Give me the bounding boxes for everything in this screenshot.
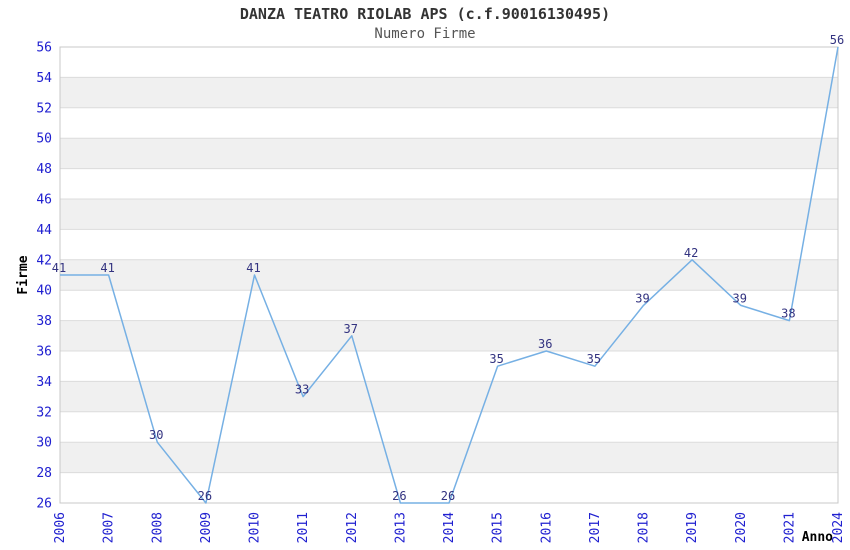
y-tick-label: 54 bbox=[36, 71, 52, 86]
y-axis-title: Firme bbox=[16, 255, 31, 294]
y-tick-label: 26 bbox=[36, 497, 52, 512]
y-tick-label: 50 bbox=[36, 132, 52, 147]
chart-subtitle: Numero Firme bbox=[374, 26, 476, 42]
y-tick-label: 56 bbox=[36, 41, 52, 56]
plot-band bbox=[60, 442, 838, 473]
plot-band bbox=[60, 199, 838, 230]
x-tick-label: 2019 bbox=[685, 512, 700, 543]
data-label: 26 bbox=[198, 489, 212, 503]
data-label: 26 bbox=[392, 489, 406, 503]
data-label: 41 bbox=[100, 261, 114, 275]
x-tick-label: 2008 bbox=[150, 512, 165, 543]
x-tick-label: 2015 bbox=[491, 512, 506, 543]
data-label: 41 bbox=[246, 261, 260, 275]
y-tick-label: 48 bbox=[36, 162, 52, 177]
x-tick-label: 2013 bbox=[393, 512, 408, 543]
x-tick-label: 2016 bbox=[539, 512, 554, 543]
data-line bbox=[60, 46, 839, 504]
y-tick-label: 32 bbox=[36, 405, 52, 420]
data-label: 35 bbox=[587, 352, 601, 366]
data-label: 33 bbox=[295, 383, 309, 397]
plot-band bbox=[60, 320, 838, 351]
data-label: 26 bbox=[441, 489, 455, 503]
x-tick-label: 2017 bbox=[588, 512, 603, 543]
y-tick-label: 38 bbox=[36, 314, 52, 329]
y-tick-label: 40 bbox=[36, 284, 52, 299]
data-label: 37 bbox=[344, 322, 358, 336]
data-label: 35 bbox=[489, 352, 503, 366]
x-axis-title: Anno bbox=[802, 530, 833, 545]
x-tick-label: 2009 bbox=[199, 512, 214, 543]
data-label: 39 bbox=[635, 291, 649, 305]
data-label: 30 bbox=[149, 428, 163, 442]
y-tick-label: 52 bbox=[36, 101, 52, 116]
x-tick-label: 2011 bbox=[296, 512, 311, 543]
data-label: 36 bbox=[538, 337, 552, 351]
x-tick-label: 2021 bbox=[782, 512, 797, 543]
data-label: 38 bbox=[781, 307, 795, 321]
x-tick-label: 2020 bbox=[734, 512, 749, 543]
x-tick-label: 2007 bbox=[102, 512, 117, 543]
plot-band bbox=[60, 77, 838, 108]
y-tick-label: 36 bbox=[36, 345, 52, 360]
y-tick-label: 44 bbox=[36, 223, 52, 238]
data-label: 42 bbox=[684, 246, 698, 260]
chart-title: DANZA TEATRO RIOLAB APS (c.f.90016130495… bbox=[239, 5, 611, 23]
plot-band bbox=[60, 138, 838, 169]
plot-band bbox=[60, 381, 838, 412]
x-tick-label: 2012 bbox=[345, 512, 360, 543]
data-label: 41 bbox=[52, 261, 66, 275]
y-tick-label: 28 bbox=[36, 466, 52, 481]
x-tick-label: 2024 bbox=[831, 512, 846, 543]
x-tick-label: 2006 bbox=[53, 512, 68, 543]
y-tick-label: 34 bbox=[36, 375, 52, 390]
x-tick-label: 2010 bbox=[248, 512, 263, 543]
data-label: 39 bbox=[733, 291, 747, 305]
y-tick-label: 30 bbox=[36, 436, 52, 451]
y-tick-label: 46 bbox=[36, 193, 52, 208]
x-tick-label: 2014 bbox=[442, 512, 457, 543]
y-tick-label: 42 bbox=[36, 253, 52, 268]
plot-band bbox=[60, 259, 838, 291]
x-tick-label: 2018 bbox=[637, 512, 652, 543]
data-label: 56 bbox=[830, 33, 844, 47]
